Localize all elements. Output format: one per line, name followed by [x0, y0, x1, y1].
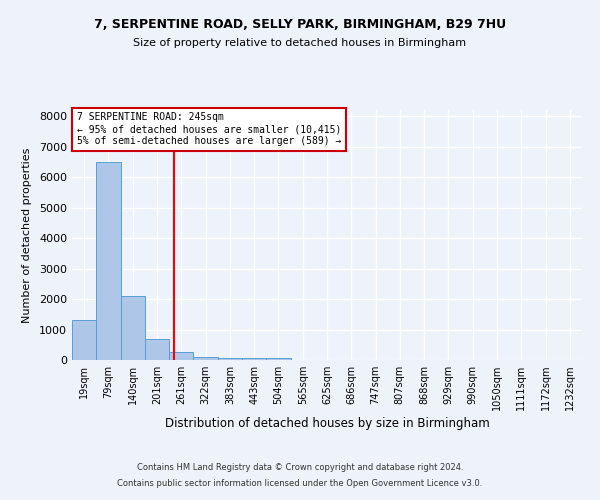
Text: 7, SERPENTINE ROAD, SELLY PARK, BIRMINGHAM, B29 7HU: 7, SERPENTINE ROAD, SELLY PARK, BIRMINGH…	[94, 18, 506, 30]
Bar	[242, 358, 266, 360]
X-axis label: Distribution of detached houses by size in Birmingham: Distribution of detached houses by size …	[164, 418, 490, 430]
Bar	[121, 296, 145, 360]
Bar	[266, 358, 290, 360]
Text: 7 SERPENTINE ROAD: 245sqm
← 95% of detached houses are smaller (10,415)
5% of se: 7 SERPENTINE ROAD: 245sqm ← 95% of detac…	[77, 112, 341, 146]
Text: Size of property relative to detached houses in Birmingham: Size of property relative to detached ho…	[133, 38, 467, 48]
Bar	[169, 352, 193, 360]
Bar	[193, 356, 218, 360]
Text: Contains HM Land Registry data © Crown copyright and database right 2024.: Contains HM Land Registry data © Crown c…	[137, 464, 463, 472]
Text: Contains public sector information licensed under the Open Government Licence v3: Contains public sector information licen…	[118, 478, 482, 488]
Bar	[96, 162, 121, 360]
Bar	[72, 320, 96, 360]
Bar	[218, 358, 242, 360]
Y-axis label: Number of detached properties: Number of detached properties	[22, 148, 32, 322]
Bar	[145, 340, 169, 360]
